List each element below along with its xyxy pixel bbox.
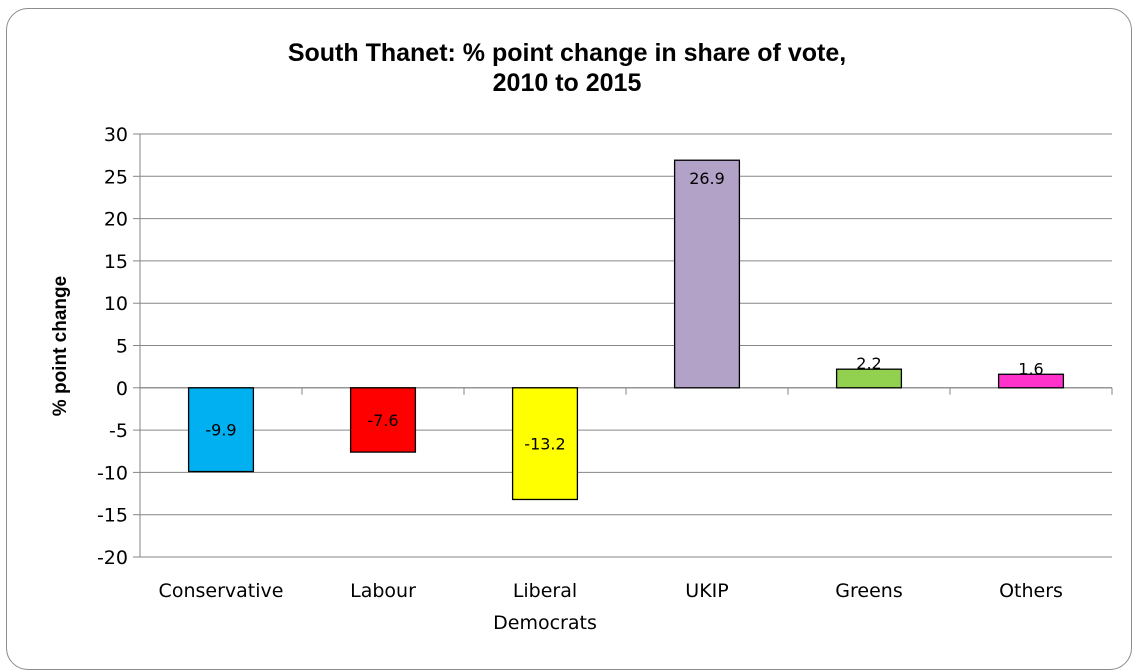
y-axis-title: % point change (50, 276, 71, 416)
category-label: Greens (835, 580, 902, 602)
y-tick-label: 10 (104, 293, 128, 315)
y-tick-labels: 30 25 20 15 10 5 0 -5 -10 -15 -20 (97, 124, 128, 569)
chart-frame (6, 8, 1132, 670)
bar (835, 368, 903, 389)
bar (673, 159, 741, 389)
bar (511, 387, 579, 501)
y-tick-label: -15 (97, 505, 128, 527)
axes (133, 133, 1113, 558)
data-labels: -9.9 -7.6 -13.2 26.9 2.2 1.6 (205, 169, 1043, 453)
chart-title-line-1: South Thanet: % point change in share of… (287, 39, 847, 67)
category-labels: Conservative Labour Liberal Democrats UKIP Gr… (159, 580, 1063, 634)
y-tick-label: -5 (109, 420, 128, 442)
data-label: -7.6 (367, 411, 398, 430)
data-label: -9.9 (205, 421, 236, 440)
y-tick-label: 20 (104, 209, 128, 231)
data-label: 1.6 (1018, 359, 1043, 378)
category-label: Others (999, 580, 1063, 602)
gridlines (140, 133, 1112, 558)
y-tick-label: -20 (97, 547, 128, 569)
category-label: UKIP (685, 580, 728, 602)
category-label: Democrats (493, 612, 597, 634)
bar (349, 387, 417, 453)
y-tick-label: 5 (116, 336, 128, 358)
bar (187, 387, 255, 473)
y-tick-label: 25 (104, 166, 128, 188)
bar-chart: -9.9 -7.6 -13.2 26.9 2.2 1.6 30 25 20 15 10 5 0 -5 -1… (50, 124, 1113, 634)
category-label: Conservative (159, 580, 284, 602)
bars (187, 159, 1065, 501)
category-label: Liberal (513, 580, 577, 602)
y-tick-label: 30 (104, 124, 128, 146)
data-label: -13.2 (524, 435, 565, 454)
data-label: 2.2 (856, 354, 881, 373)
chart-title: South Thanet: % point change in share of… (0, 38, 1134, 98)
data-label: 26.9 (689, 169, 725, 188)
chart-title-line-2: 2010 to 2015 (492, 69, 642, 97)
category-label: Labour (350, 580, 416, 602)
bar (997, 373, 1065, 389)
y-tick-label: 15 (104, 251, 128, 273)
y-tick-label: -10 (97, 462, 128, 484)
y-tick-label: 0 (116, 378, 128, 400)
